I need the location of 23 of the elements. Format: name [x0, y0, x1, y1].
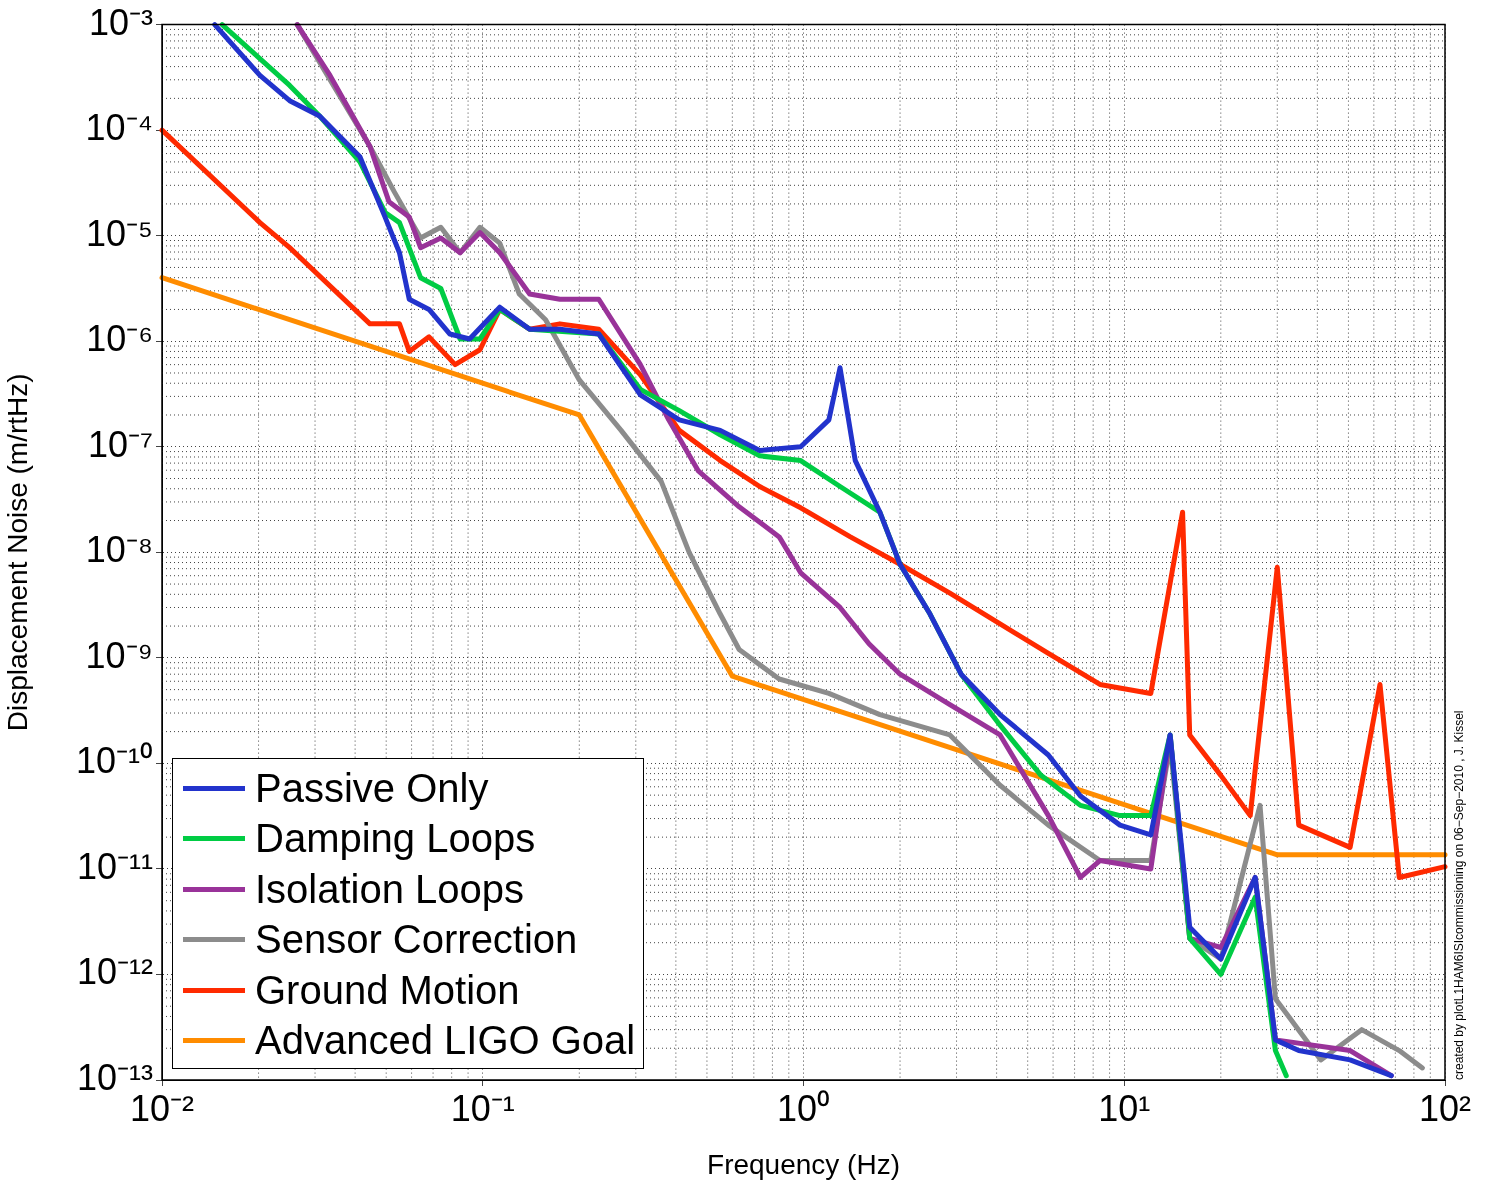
y-tick-label: 10⁻⁵	[86, 212, 153, 254]
y-tick-label: 10⁻¹²	[76, 951, 153, 993]
x-tick-label: 10⁰	[776, 1087, 831, 1129]
y-tick-label: 10⁻¹⁰	[75, 740, 153, 782]
legend-label: Passive Only	[255, 765, 489, 811]
x-axis-title: Frequency (Hz)	[707, 1148, 900, 1180]
y-tick-label: 10⁻⁹	[85, 634, 153, 676]
y-tick-label: 10⁻¹¹	[76, 845, 153, 887]
legend-label: Damping Loops	[255, 816, 536, 862]
y-tick-label: 10⁻⁴	[85, 107, 153, 149]
x-tick-label: 10⁻¹	[450, 1087, 515, 1129]
x-tick-label: 10¹	[1098, 1087, 1151, 1129]
y-tick-label: 10⁻⁶	[86, 318, 153, 360]
legend-label: Advanced LIGO Goal	[255, 1018, 636, 1064]
x-tick-label: 10²	[1418, 1087, 1472, 1129]
y-axis-title: Displacement Noise (m/rtHz)	[1, 373, 33, 732]
text: created by plotL1HAM6ISIcommissioning on 06−Sep−2010 , J. Kissel	[1452, 710, 1466, 1080]
y-tick-label: 10⁻³	[88, 1, 154, 43]
legend-label: Ground Motion	[255, 967, 520, 1013]
legend-label: Isolation Loops	[255, 866, 525, 912]
y-tick-label: 10⁻⁸	[85, 529, 153, 571]
y-tick-label: 10⁻⁷	[87, 423, 153, 465]
legend-label: Sensor Correction	[255, 917, 578, 963]
